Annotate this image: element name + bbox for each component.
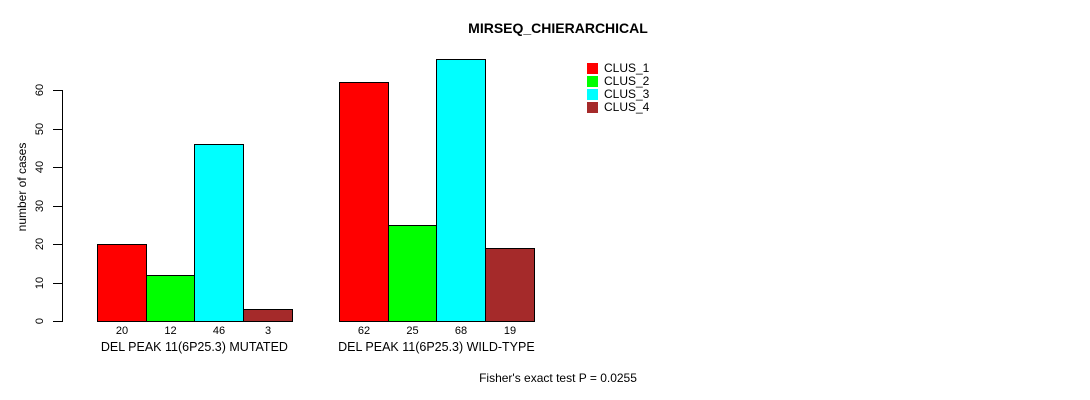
legend-swatch bbox=[587, 76, 598, 87]
bar-value-label: 3 bbox=[264, 325, 272, 337]
legend: CLUS_1 CLUS_2 CLUS_3 CLUS_4 bbox=[587, 62, 649, 114]
bar-value-label: 20 bbox=[115, 325, 129, 337]
y-axis-line bbox=[62, 90, 63, 322]
y-tick bbox=[53, 244, 62, 245]
bar-clus_4-group2 bbox=[485, 248, 535, 322]
legend-item: CLUS_1 bbox=[587, 62, 649, 75]
y-tick bbox=[53, 321, 62, 322]
legend-label: CLUS_4 bbox=[604, 100, 650, 114]
bar-clus_2-group2 bbox=[388, 225, 437, 322]
bar-value-label: 68 bbox=[454, 325, 468, 337]
bar-clus_1-group1 bbox=[97, 244, 147, 322]
legend-item: CLUS_4 bbox=[587, 101, 649, 114]
legend-label: CLUS_1 bbox=[604, 61, 650, 75]
y-tick-label: 30 bbox=[34, 199, 46, 213]
group-label: DEL PEAK 11(6P25.3) MUTATED bbox=[100, 340, 288, 354]
y-tick bbox=[53, 283, 62, 284]
y-tick bbox=[53, 167, 62, 168]
y-tick bbox=[53, 129, 62, 130]
y-tick bbox=[53, 206, 62, 207]
chart-title: MIRSEQ_CHIERARCHICAL bbox=[468, 20, 648, 36]
bar-clus_2-group1 bbox=[146, 275, 195, 322]
y-tick-label: 60 bbox=[34, 83, 46, 97]
bar-clus_3-group1 bbox=[194, 144, 244, 322]
legend-swatch bbox=[587, 102, 598, 113]
bar-value-label: 12 bbox=[164, 325, 177, 337]
y-tick-label: 40 bbox=[34, 160, 46, 174]
bar-value-label: 46 bbox=[212, 325, 226, 337]
y-tick-label: 20 bbox=[34, 237, 46, 251]
legend-item: CLUS_2 bbox=[587, 75, 649, 88]
bar-value-label: 25 bbox=[406, 325, 419, 337]
legend-swatch bbox=[587, 89, 598, 100]
legend-label: CLUS_3 bbox=[604, 87, 650, 101]
y-tick-label: 10 bbox=[34, 276, 46, 290]
legend-item: CLUS_3 bbox=[587, 88, 649, 101]
bar-value-label: 62 bbox=[357, 325, 371, 337]
legend-label: CLUS_2 bbox=[604, 74, 650, 88]
bar-clus_3-group2 bbox=[436, 59, 486, 322]
bar-clus_4-group1 bbox=[243, 309, 293, 322]
stat-annotation: Fisher's exact test P = 0.0255 bbox=[479, 371, 637, 385]
group-label: DEL PEAK 11(6P25.3) WILD-TYPE bbox=[338, 340, 535, 354]
y-tick bbox=[53, 90, 62, 91]
y-tick-label: 0 bbox=[34, 317, 46, 325]
y-tick-label: 50 bbox=[34, 122, 46, 136]
bar-value-label: 19 bbox=[503, 325, 517, 337]
legend-swatch bbox=[587, 63, 598, 74]
bar-clus_1-group2 bbox=[339, 82, 389, 322]
